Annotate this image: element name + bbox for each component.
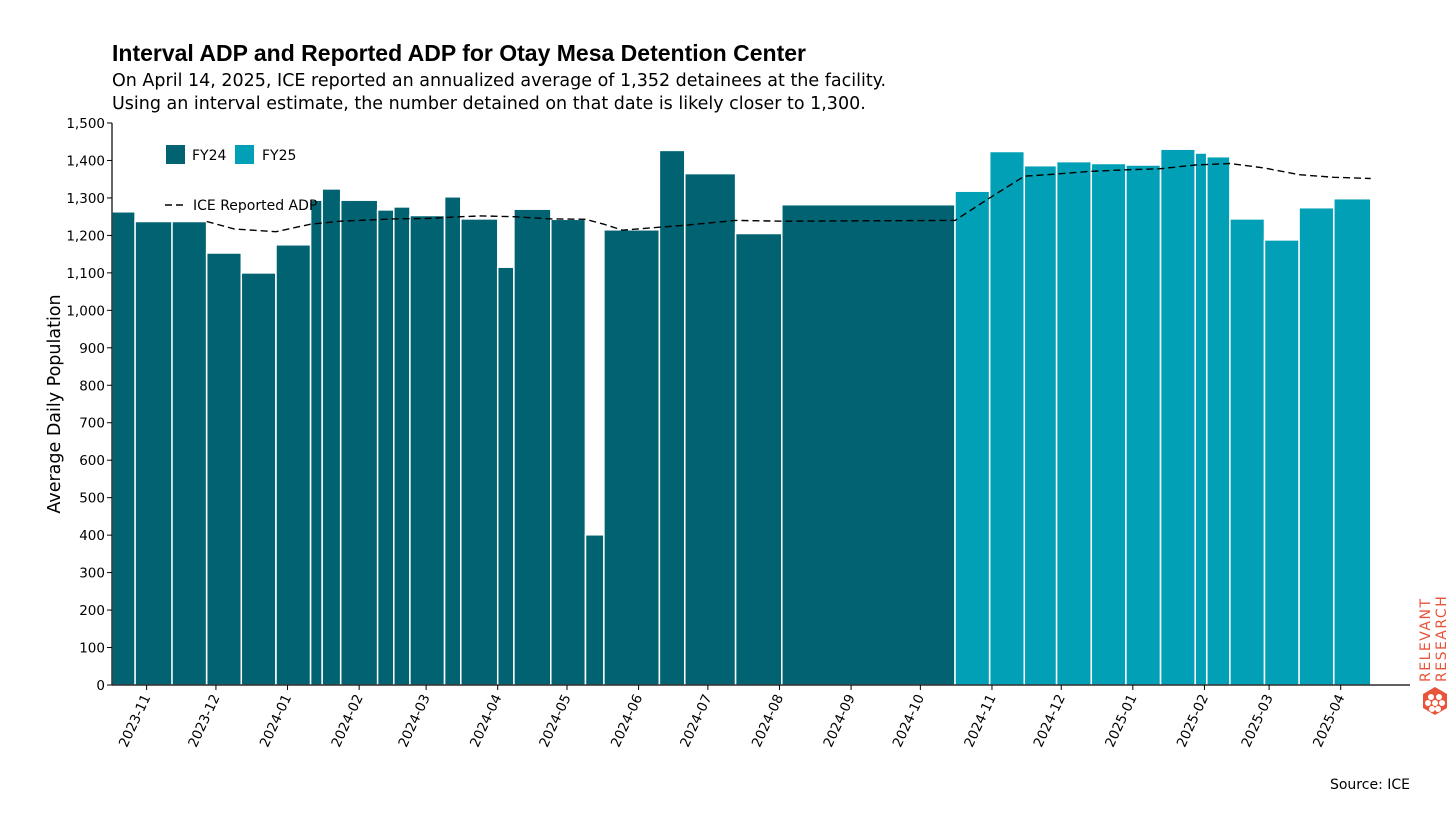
reported-adp-line-layer <box>206 162 1371 233</box>
bar-fy24-0 <box>111 211 136 686</box>
bar-fy24-1 <box>134 220 173 686</box>
x-tick-label-2025-03: 2025-03 <box>1238 692 1276 750</box>
relevant-research-logo: RELEVANT RESEARCH <box>1416 562 1456 715</box>
y-tick-label-400: 400 <box>79 528 105 544</box>
bar-fy24-16 <box>550 218 587 686</box>
bar-fy24-10 <box>393 206 411 686</box>
bar-fy24-6 <box>309 199 323 686</box>
x-tick-label-2024-09: 2024-09 <box>820 692 858 750</box>
bar-fy25-5 <box>1125 164 1162 686</box>
bar-fy24-13 <box>460 218 499 686</box>
chart-subtitle-line-2: Using an interval estimate, the number d… <box>112 94 866 114</box>
y-tick-label-100: 100 <box>79 641 105 657</box>
x-tick-label-2024-04: 2024-04 <box>467 692 505 750</box>
logo-line-2: RESEARCH <box>1434 594 1450 682</box>
x-tick-label-2024-10: 2024-10 <box>890 692 928 750</box>
source-note: Source: ICE <box>1329 777 1410 793</box>
bar-fy25-6 <box>1159 148 1196 686</box>
x-tick-label-2024-08: 2024-08 <box>749 692 787 750</box>
logo-text: RELEVANT RESEARCH <box>1416 562 1456 682</box>
y-tick-label-300: 300 <box>79 566 105 582</box>
bar-fy24-5 <box>275 244 312 686</box>
y-tick-label-600: 600 <box>79 453 105 469</box>
x-tick-label-2023-11: 2023-11 <box>116 692 154 750</box>
y-tick-label-200: 200 <box>79 603 105 619</box>
x-tick-label-2023-12: 2023-12 <box>185 692 223 750</box>
x-tick-label-2024-12: 2024-12 <box>1031 692 1069 750</box>
y-tick-label-1500: 1,500 <box>66 116 105 132</box>
x-tick-label-2024-02: 2024-02 <box>328 692 366 750</box>
x-tick-label-2024-03: 2024-03 <box>395 692 433 750</box>
bar-fy25-10 <box>1263 239 1300 686</box>
bar-fy24-19 <box>658 149 686 686</box>
bar-fy24-14 <box>496 266 515 686</box>
bar-fy24-2 <box>171 220 208 686</box>
x-tick-label-2025-02: 2025-02 <box>1174 692 1212 750</box>
bar-fy24-9 <box>376 209 395 686</box>
bar-fy25-3 <box>1055 160 1092 686</box>
hexagon-cluster-icon <box>1423 687 1447 715</box>
bar-fy25-4 <box>1090 162 1127 686</box>
bar-fy24-11 <box>409 214 446 686</box>
y-tick-label-1300: 1,300 <box>66 191 105 207</box>
y-tick-label-1100: 1,100 <box>66 266 105 282</box>
bar-fy25-7 <box>1194 152 1208 686</box>
bar-fy24-15 <box>513 208 552 686</box>
bar-fy24-18 <box>603 229 661 686</box>
x-tick-label-2024-07: 2024-07 <box>677 692 715 750</box>
bar-fy24-20 <box>684 172 737 686</box>
y-axis-label: Average Daily Population <box>45 294 65 513</box>
bar-fy25-11 <box>1298 206 1335 686</box>
bar-fy24-7 <box>321 188 342 686</box>
bars-layer <box>111 148 1372 686</box>
y-tick-label-1400: 1,400 <box>66 153 105 169</box>
bar-fy24-12 <box>443 196 462 686</box>
bar-fy24-17 <box>584 534 605 686</box>
y-tick-label-900: 900 <box>79 341 105 357</box>
bar-fy24-21 <box>734 232 783 686</box>
bar-fy25-1 <box>988 150 1026 686</box>
x-tick-label-2025-01: 2025-01 <box>1102 692 1140 750</box>
legend-swatch-fy25 <box>235 145 254 164</box>
bar-fy25-12 <box>1333 197 1372 686</box>
bar-fy25-9 <box>1229 218 1266 686</box>
y-tick-label-500: 500 <box>79 491 105 507</box>
bar-fy25-8 <box>1206 155 1231 686</box>
y-tick-label-700: 700 <box>79 416 105 432</box>
x-tick-label-2025-04: 2025-04 <box>1310 692 1348 750</box>
x-tick-label-2024-11: 2024-11 <box>961 692 999 750</box>
legend: FY24 FY25 ICE Reported ADP <box>165 145 317 214</box>
y-tick-label-1000: 1,000 <box>66 303 105 319</box>
y-tick-label-800: 800 <box>79 378 105 394</box>
logo-line-1: RELEVANT <box>1418 597 1434 682</box>
bar-fy24-8 <box>339 199 379 686</box>
reported-adp-line <box>206 162 1371 233</box>
legend-label-fy25: FY25 <box>262 148 296 164</box>
bar-fy25-2 <box>1023 164 1058 686</box>
legend-label-reported-adp: ICE Reported ADP <box>193 198 317 214</box>
legend-label-fy24: FY24 <box>192 148 227 164</box>
y-tick-label-1200: 1,200 <box>66 228 105 244</box>
bar-fy24-4 <box>240 272 277 686</box>
bar-fy24-22 <box>781 203 956 686</box>
x-tick-label-2024-01: 2024-01 <box>257 692 295 750</box>
legend-swatch-fy24 <box>166 145 185 164</box>
chart-subtitle-line-1: On April 14, 2025, ICE reported an annua… <box>112 71 887 91</box>
x-tick-label-2024-05: 2024-05 <box>536 692 574 750</box>
bar-fy24-3 <box>205 252 243 686</box>
x-tick-label-2024-06: 2024-06 <box>608 692 646 750</box>
y-tick-label-0: 0 <box>96 678 105 694</box>
bar-fy25-0 <box>954 190 991 686</box>
chart-title: Interval ADP and Reported ADP for Otay M… <box>112 40 806 66</box>
